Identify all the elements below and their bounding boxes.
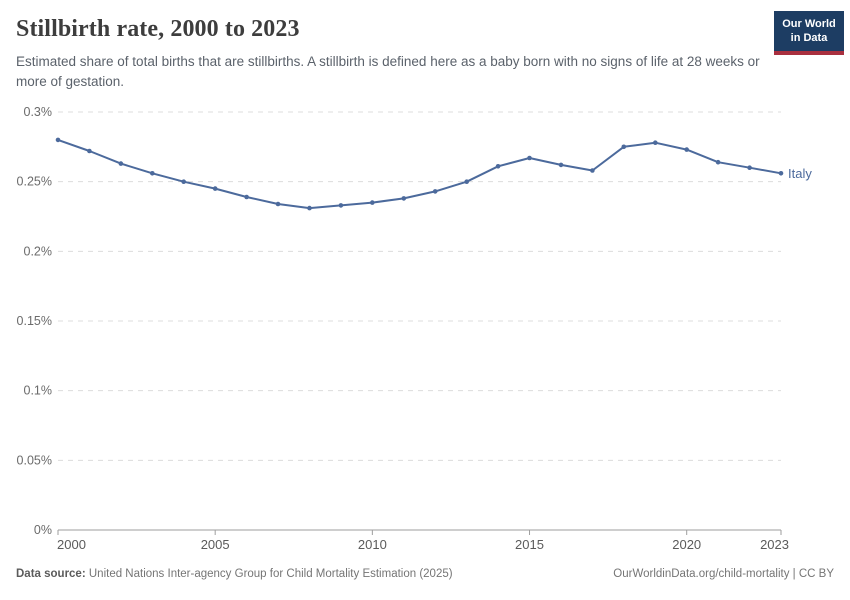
data-point [307, 205, 312, 211]
page-title: Stillbirth rate, 2000 to 2023 [16, 16, 300, 42]
x-tick-label: 2020 [672, 537, 701, 552]
data-point [432, 189, 438, 194]
owid-logo[interactable]: Our World in Data [774, 11, 844, 55]
data-point [401, 196, 407, 201]
data-point [621, 144, 627, 150]
data-point [653, 140, 658, 145]
owid-logo-line2: in Data [790, 32, 828, 45]
data-point [527, 155, 532, 161]
data-point [338, 203, 344, 208]
data-point [747, 165, 752, 170]
data-point [778, 171, 784, 176]
y-tick-label: 0.1% [24, 384, 53, 398]
chart-subtitle: Estimated share of total births that are… [16, 54, 760, 90]
owid-url-link[interactable]: OurWorldinData.org/child-mortality | CC … [613, 568, 834, 580]
data-source-label: Data source: [16, 568, 86, 580]
data-point [370, 200, 375, 205]
data-point [181, 179, 186, 184]
x-tick-label: 2010 [358, 537, 387, 552]
data-point [590, 168, 595, 173]
series-line [57, 138, 782, 210]
x-tick-label: 2005 [201, 537, 230, 552]
data-point [55, 137, 61, 143]
x-tick-label: 2000 [57, 537, 86, 552]
data-point [684, 147, 689, 152]
data-point [558, 162, 564, 168]
x-tick-label: 2015 [515, 537, 544, 552]
data-point [118, 161, 124, 166]
y-tick-label: 0% [34, 523, 52, 537]
data-point [244, 194, 249, 200]
data-point [212, 186, 218, 191]
data-point [275, 201, 281, 207]
data-point [715, 159, 721, 165]
owid-logo-line1: Our World [782, 18, 836, 30]
y-tick-label: 0.15% [17, 314, 52, 328]
data-point [464, 179, 470, 184]
data-point [87, 148, 92, 154]
chart-header: Stillbirth rate, 2000 to 2023 Estimated … [16, 16, 766, 93]
y-tick-label: 0.05% [17, 453, 52, 467]
data-point [150, 171, 155, 176]
y-tick-label: 0.3% [24, 105, 53, 119]
x-tick-label: 2023 [760, 537, 789, 552]
data-point [495, 164, 501, 169]
y-tick-label: 0.25% [17, 175, 52, 189]
chart-footer: Data source: United Nations Inter-agency… [16, 568, 834, 580]
data-source-text: United Nations Inter-agency Group for Ch… [88, 568, 453, 580]
series-end-label: Italy [788, 166, 812, 181]
y-tick-label: 0.2% [24, 244, 53, 258]
data-source: Data source: United Nations Inter-agency… [16, 568, 453, 580]
